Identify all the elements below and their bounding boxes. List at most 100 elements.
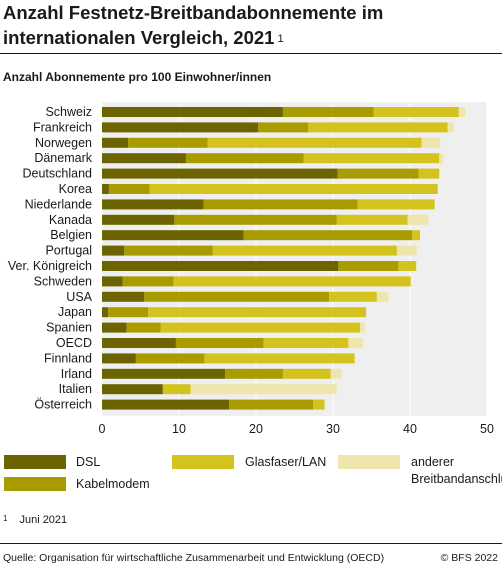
bar-segment xyxy=(282,107,374,117)
legend-label-dsl: DSL xyxy=(76,455,101,469)
footnote-text: Juni 2021 xyxy=(19,514,68,526)
title-divider xyxy=(0,53,502,54)
bar-segment xyxy=(204,353,355,364)
category-label: Schweiz xyxy=(45,105,92,119)
category-label: Korea xyxy=(59,182,92,196)
category-label: Finnland xyxy=(44,351,92,365)
category-label: Deutschland xyxy=(23,167,93,181)
bar-segment xyxy=(348,338,364,348)
category-label: Norwegen xyxy=(35,136,92,150)
footnote: 1 Juni 2021 xyxy=(3,514,67,526)
bar-segment xyxy=(126,322,161,333)
bar-segment xyxy=(102,168,338,179)
copyright: © BFS 2022 xyxy=(440,552,498,564)
bar-segment xyxy=(418,168,440,179)
footer-divider xyxy=(0,543,502,544)
bar-segment xyxy=(102,214,175,225)
bar-segment xyxy=(308,122,448,133)
source-note: Quelle: Organisation für wirtschaftliche… xyxy=(3,552,385,564)
bar-segment xyxy=(102,353,136,364)
category-label: Belgien xyxy=(50,228,92,242)
x-tick-label: 30 xyxy=(326,422,340,436)
category-label: Dänemark xyxy=(34,151,92,165)
category-label: Frankreich xyxy=(33,120,92,134)
bar-segment xyxy=(439,153,444,164)
bar-segment xyxy=(102,307,109,318)
bar-segment xyxy=(243,230,413,241)
chart-title-line1: Anzahl Festnetz-Breitbandabonnemente im xyxy=(3,2,384,23)
category-label: OECD xyxy=(56,336,92,350)
bar-segment xyxy=(102,137,129,148)
bar-segment xyxy=(203,199,358,210)
category-label: Spanien xyxy=(46,321,92,335)
bar-segment xyxy=(190,384,337,395)
bar-segment xyxy=(359,322,365,333)
x-tick-label: 40 xyxy=(403,422,417,436)
bar-segment xyxy=(108,307,149,318)
bar-segment xyxy=(102,184,109,194)
bar-segment xyxy=(185,153,304,164)
legend-swatch-cable xyxy=(4,477,66,491)
x-tick-label: 50 xyxy=(480,422,494,436)
category-label: Italien xyxy=(59,382,92,396)
bar-segment xyxy=(102,338,176,348)
category-label: Japan xyxy=(58,305,92,319)
bar-segment xyxy=(102,122,259,133)
bar-segment xyxy=(357,199,435,210)
category-label: USA xyxy=(66,290,92,304)
bar-segment xyxy=(135,353,205,364)
bar-segment xyxy=(225,368,283,379)
chart-title: Anzahl Festnetz-Breitbandabonnemente im … xyxy=(3,0,493,50)
bar-segment xyxy=(282,368,331,379)
bar-segment xyxy=(102,399,230,410)
category-label: Irland xyxy=(61,367,92,381)
bar-segment xyxy=(229,399,313,410)
bar-segment xyxy=(162,384,191,395)
bar-segment xyxy=(338,261,399,271)
bar-segment xyxy=(124,245,213,256)
bar-segment xyxy=(354,353,356,364)
bar-segment xyxy=(337,168,419,179)
bar-segment xyxy=(173,276,411,287)
bar-segment xyxy=(212,245,397,256)
bar-segment xyxy=(102,368,226,379)
bar-segment xyxy=(263,338,349,348)
bar-segment xyxy=(396,245,417,256)
legend-swatch-dsl xyxy=(4,455,66,469)
chart-title-line2: internationalen Vergleich, 2021 xyxy=(3,27,275,48)
bar-segment xyxy=(312,399,325,410)
x-tick-label: 10 xyxy=(172,422,186,436)
bar-segment xyxy=(329,291,377,302)
bar-segment xyxy=(175,338,264,348)
bar-segment xyxy=(416,261,417,271)
bar-segment xyxy=(102,291,145,302)
category-label: Portugal xyxy=(45,244,92,258)
legend-swatch-fiber xyxy=(172,455,234,469)
legend-label-cable: Kabelmodem xyxy=(76,477,150,491)
bar-segment xyxy=(122,276,174,287)
x-tick-label: 20 xyxy=(249,422,263,436)
legend-label-fiber: Glasfaser/LAN xyxy=(245,455,327,469)
bar-segment xyxy=(421,137,441,148)
legend-label-other-line2: Breitbandanschluss xyxy=(411,472,502,486)
footnote-number: 1 xyxy=(3,514,8,523)
bar-segment xyxy=(407,214,429,225)
x-axis-ticks: 0 10 20 30 40 50 xyxy=(99,422,494,436)
bar-segment xyxy=(398,261,417,271)
bar-segment xyxy=(207,137,422,148)
legend-swatch-other xyxy=(338,455,400,469)
bar-segment xyxy=(108,184,150,194)
legend-label-other-line1: anderer xyxy=(411,455,455,469)
bar-segment xyxy=(376,291,389,302)
bar-segment xyxy=(102,322,127,333)
bar-segment xyxy=(102,245,125,256)
bar-segment xyxy=(458,107,466,117)
bar-segment xyxy=(102,199,204,210)
bar-segment xyxy=(412,230,421,241)
bar-segment xyxy=(102,230,244,241)
bar-segment xyxy=(336,214,408,225)
category-label: Niederlande xyxy=(25,197,92,211)
bar-segment xyxy=(102,153,186,164)
bar-segment xyxy=(102,261,339,271)
